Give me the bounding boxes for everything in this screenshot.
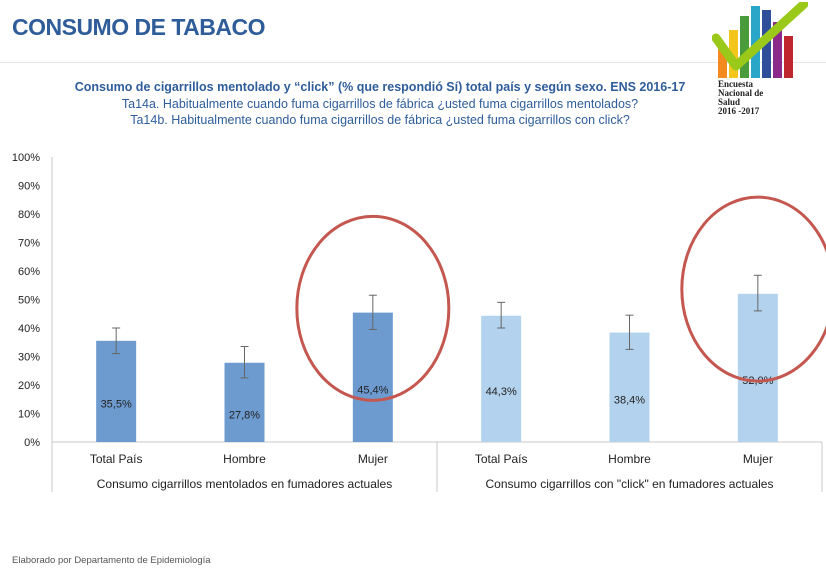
x-tick-label: Mujer bbox=[743, 452, 773, 466]
question-b: Ta14b. Habitualmente cuando fuma cigarri… bbox=[130, 113, 630, 127]
logo-line: Nacional de bbox=[718, 88, 764, 98]
y-tick-label: 50% bbox=[18, 295, 40, 307]
bar bbox=[96, 340, 137, 442]
y-tick-label: 90% bbox=[18, 181, 40, 193]
logo-line: 2016 -2017 bbox=[718, 106, 760, 116]
error-bar bbox=[240, 346, 249, 379]
page-title: CONSUMO DE TABACO bbox=[12, 14, 266, 40]
data-label: 38,4% bbox=[614, 394, 645, 406]
error-bar bbox=[368, 294, 377, 330]
bar bbox=[481, 315, 522, 442]
error-bar bbox=[753, 274, 762, 312]
logo-bar bbox=[718, 48, 727, 78]
y-tick-label: 80% bbox=[18, 209, 40, 221]
x-tick-label: Hombre bbox=[608, 452, 651, 466]
error-bar bbox=[625, 314, 634, 350]
y-tick-label: 10% bbox=[18, 409, 40, 421]
ens-logo bbox=[712, 2, 808, 78]
logo-bar bbox=[773, 22, 782, 78]
data-label: 27,8% bbox=[229, 409, 260, 421]
error-bar bbox=[112, 327, 121, 355]
logo-bar bbox=[740, 16, 749, 78]
bar bbox=[352, 312, 393, 442]
y-tick-label: 0% bbox=[24, 437, 40, 449]
y-tick-label: 40% bbox=[18, 323, 40, 335]
error-bar bbox=[497, 301, 506, 329]
group-label: Consumo cigarrillos mentolados en fumado… bbox=[97, 477, 392, 491]
y-tick-label: 30% bbox=[18, 352, 40, 364]
checkmark-icon bbox=[712, 2, 808, 71]
logo-bar bbox=[784, 36, 793, 78]
group-label: Consumo cigarrillos con "click" en fumad… bbox=[486, 477, 774, 491]
y-tick-label: 20% bbox=[18, 380, 40, 392]
data-label: 45,4% bbox=[357, 384, 388, 396]
y-tick-label: 100% bbox=[12, 152, 40, 164]
x-tick-label: Total País bbox=[90, 452, 143, 466]
bar-chart: 0% 10% 20% 30% 40% 50% 60% 70% 80% 90% 100% 35,5% To… bbox=[12, 152, 826, 492]
y-tick-label: 70% bbox=[18, 238, 40, 250]
chart-subtitle: Consumo de cigarrillos mentolado y “clic… bbox=[74, 80, 686, 94]
logo-line: Encuesta bbox=[718, 79, 754, 89]
data-label: 44,3% bbox=[486, 386, 517, 398]
footer-note: Elaborado por Departamento de Epidemiolo… bbox=[12, 555, 211, 566]
data-label: 35,5% bbox=[101, 398, 132, 410]
question-a: Ta14a. Habitualmente cuando fuma cigarri… bbox=[121, 97, 639, 111]
bar bbox=[609, 332, 650, 442]
x-tick-label: Total País bbox=[475, 452, 528, 466]
logo-bar bbox=[751, 6, 760, 78]
highlight-circle bbox=[295, 214, 451, 402]
logo-bar bbox=[729, 30, 738, 78]
highlight-circle bbox=[680, 195, 826, 383]
header-band bbox=[0, 0, 826, 63]
logo-line: Salud bbox=[718, 97, 741, 107]
y-tick-label: 60% bbox=[18, 266, 40, 278]
x-tick-label: Hombre bbox=[223, 452, 266, 466]
bar bbox=[737, 293, 778, 442]
x-tick-label: Mujer bbox=[358, 452, 388, 466]
logo-text: Encuesta Nacional de Salud 2016 -2017 bbox=[718, 80, 814, 116]
